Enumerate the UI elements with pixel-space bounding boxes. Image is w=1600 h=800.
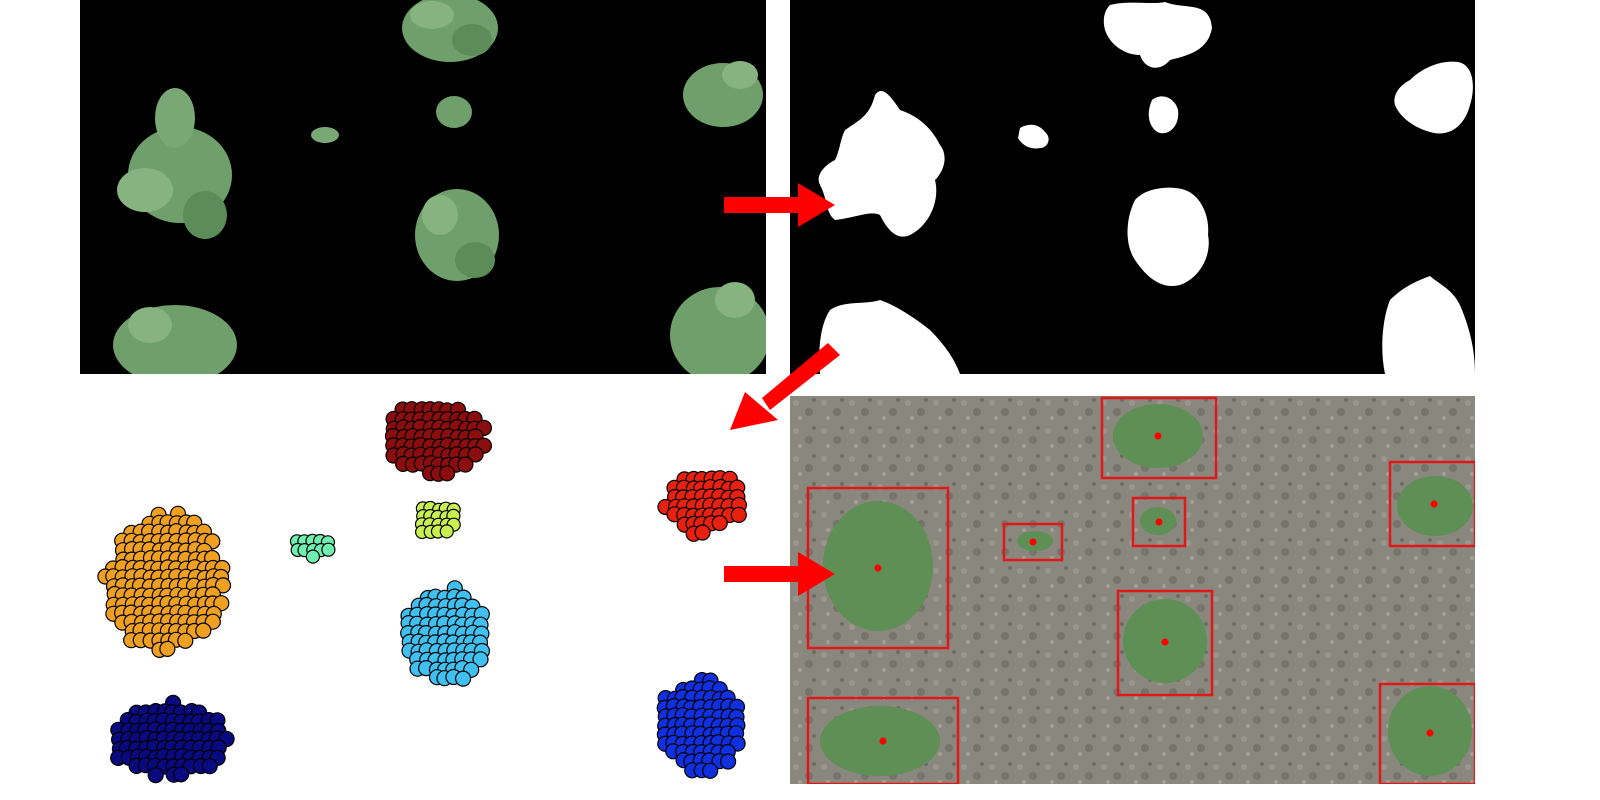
cluster-dark-red [384, 401, 492, 482]
plant-left-large [117, 88, 232, 239]
cluster-point [439, 524, 454, 539]
cluster-point [472, 651, 489, 668]
plant-center [415, 189, 499, 281]
mask-blob-top [1103, 2, 1212, 68]
cluster-yellow-green [414, 500, 461, 540]
cluster-point [195, 622, 212, 639]
bbox-bottom-right [1378, 682, 1475, 784]
mask-blob-right-top [1394, 61, 1473, 134]
cluster-point [305, 549, 320, 564]
bbox-top-center [1100, 396, 1218, 480]
bbox-right-top [1388, 460, 1475, 548]
mask-blob-bottom-left [819, 300, 960, 374]
cluster-orange [97, 505, 232, 658]
bbox-bottom-left [806, 696, 960, 784]
plant-bottom-right [670, 282, 766, 374]
cluster-teal [289, 533, 336, 564]
cluster-red [657, 470, 748, 542]
mask-blob-small-1 [1018, 124, 1049, 149]
plant-small-2 [436, 96, 472, 128]
binary-mask-image [790, 0, 1475, 374]
cluster-point [455, 670, 472, 687]
cluster-light-blue [400, 580, 490, 687]
cluster-point [201, 758, 218, 775]
cluster-point [177, 632, 194, 649]
bbox-small-2 [1131, 496, 1187, 548]
bbox-center [1116, 589, 1214, 697]
cluster-point [457, 456, 474, 473]
segmented-plants-image [80, 0, 766, 374]
cluster-navy [110, 694, 235, 784]
mask-blob-left [818, 90, 945, 237]
cluster-point [321, 542, 336, 557]
mask-blob-center [1127, 187, 1209, 286]
mask-blob-bottom-right [1382, 276, 1475, 374]
cluster-point [214, 577, 232, 594]
cluster-point [172, 766, 190, 783]
plant-bottom-left [113, 305, 237, 374]
mask-blob-small-2 [1148, 96, 1179, 134]
cluster-point [711, 514, 728, 532]
cluster-point [719, 753, 737, 770]
centroid-dots [874, 432, 1438, 745]
plant-small-1 [311, 127, 339, 143]
cluster-point [147, 767, 164, 784]
cluster-plot [97, 401, 748, 784]
cluster-blue [656, 672, 746, 779]
detection-image [790, 396, 1475, 784]
segmented-plants-panel [80, 0, 766, 374]
cluster-point [730, 506, 747, 524]
bbox-small-1 [1002, 522, 1064, 562]
cluster-point [467, 446, 484, 463]
detection-result-panel [790, 396, 1475, 784]
bounding-boxes [806, 396, 1475, 784]
cluster-point [702, 762, 719, 779]
plant-right-top [683, 61, 763, 127]
plant-top-center [402, 0, 498, 62]
cluster-point [694, 524, 711, 541]
cluster-point [159, 640, 176, 657]
cluster-plot-panel [80, 394, 766, 794]
binary-mask-panel [790, 0, 1475, 374]
cluster-point [439, 465, 456, 482]
